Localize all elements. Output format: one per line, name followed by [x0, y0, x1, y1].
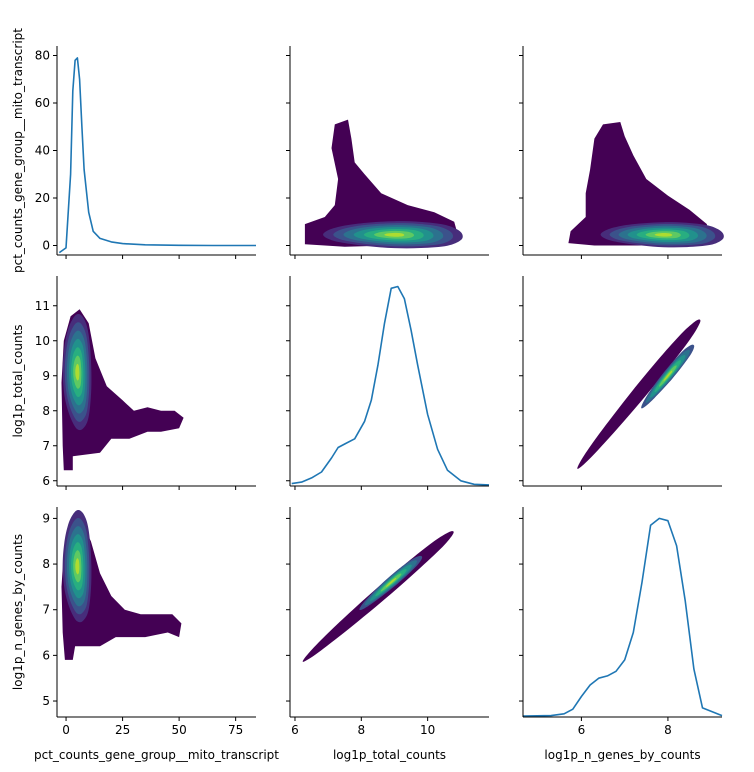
x-tick-label: 50 — [171, 723, 186, 737]
panel-ngenes-pct: 0 25 50 75 5 6 7 8 9 — [42, 507, 256, 737]
y-tick-label: 80 — [35, 49, 50, 63]
density-outer — [61, 523, 182, 660]
x-axis-label-pct: pct_counts_gene_group__mito_transcript — [34, 748, 279, 762]
x-axis-label-ngenes: log1p_n_genes_by_counts — [544, 748, 700, 762]
density-level-7 — [384, 232, 405, 237]
y-tick-label: 5 — [42, 694, 50, 708]
contour-pct-total — [304, 119, 463, 249]
panel-total-ngenes — [519, 276, 722, 490]
density-level-6 — [663, 370, 673, 382]
x-tick-label: 25 — [115, 723, 130, 737]
density-level-7 — [654, 233, 673, 237]
x-tick-label: 8 — [357, 723, 365, 737]
x-tick-label: 6 — [578, 723, 586, 737]
density-outer — [568, 122, 707, 246]
y-tick-label: 11 — [35, 299, 50, 313]
y-tick-label: 60 — [35, 96, 50, 110]
kde-line-ngenes — [522, 517, 723, 717]
x-tick-label: 10 — [420, 723, 435, 737]
y-axis-label-total: log1p_total_counts — [11, 324, 25, 437]
x-tick-label: 6 — [291, 723, 299, 737]
kde-line-total — [291, 285, 490, 486]
y-tick-label: 8 — [42, 404, 50, 418]
y-tick-label: 6 — [42, 474, 50, 488]
contour-pct-ngenes — [568, 122, 724, 248]
kde-line-pct — [58, 57, 256, 254]
y-tick-label: 7 — [42, 439, 50, 453]
panel-pct-total — [286, 46, 489, 259]
panel-total-pct: 6 7 8 9 10 11 — [35, 276, 256, 490]
x-axis-label-total: log1p_total_counts — [333, 748, 446, 762]
density-outer — [577, 319, 701, 469]
y-tick-label: 9 — [42, 369, 50, 383]
panel-total-total — [286, 276, 490, 490]
contour-ngenes-pct — [61, 509, 182, 660]
density-outer — [304, 119, 458, 247]
panel-ngenes-total: 6 8 10 — [286, 507, 489, 737]
contour-ngenes-total — [302, 531, 454, 662]
y-tick-label: 40 — [35, 144, 50, 158]
x-tick-label: 0 — [62, 723, 70, 737]
y-tick-label: 9 — [42, 511, 50, 525]
y-axis-label-ngenes: log1p_n_genes_by_counts — [11, 534, 25, 690]
y-axis-label-pct: pct_counts_gene_group__mito_transcript — [11, 28, 25, 273]
y-tick-label: 8 — [42, 557, 50, 571]
contour-total-pct — [61, 309, 184, 471]
y-tick-label: 10 — [35, 334, 50, 348]
y-tick-label: 7 — [42, 603, 50, 617]
x-tick-label: 8 — [664, 723, 672, 737]
contour-total-ngenes — [577, 319, 701, 469]
x-tick-label: 75 — [228, 723, 243, 737]
panel-pct-ngenes — [519, 46, 724, 259]
y-tick-label: 20 — [35, 191, 50, 205]
density-level-7 — [75, 363, 80, 381]
density-level-7 — [75, 558, 80, 575]
panel-pct-pct: 0 20 40 60 80 — [35, 46, 256, 259]
density-level-6 — [385, 577, 397, 587]
y-tick-label: 0 — [42, 239, 50, 253]
density-outer — [61, 309, 184, 471]
y-tick-label: 6 — [42, 648, 50, 662]
